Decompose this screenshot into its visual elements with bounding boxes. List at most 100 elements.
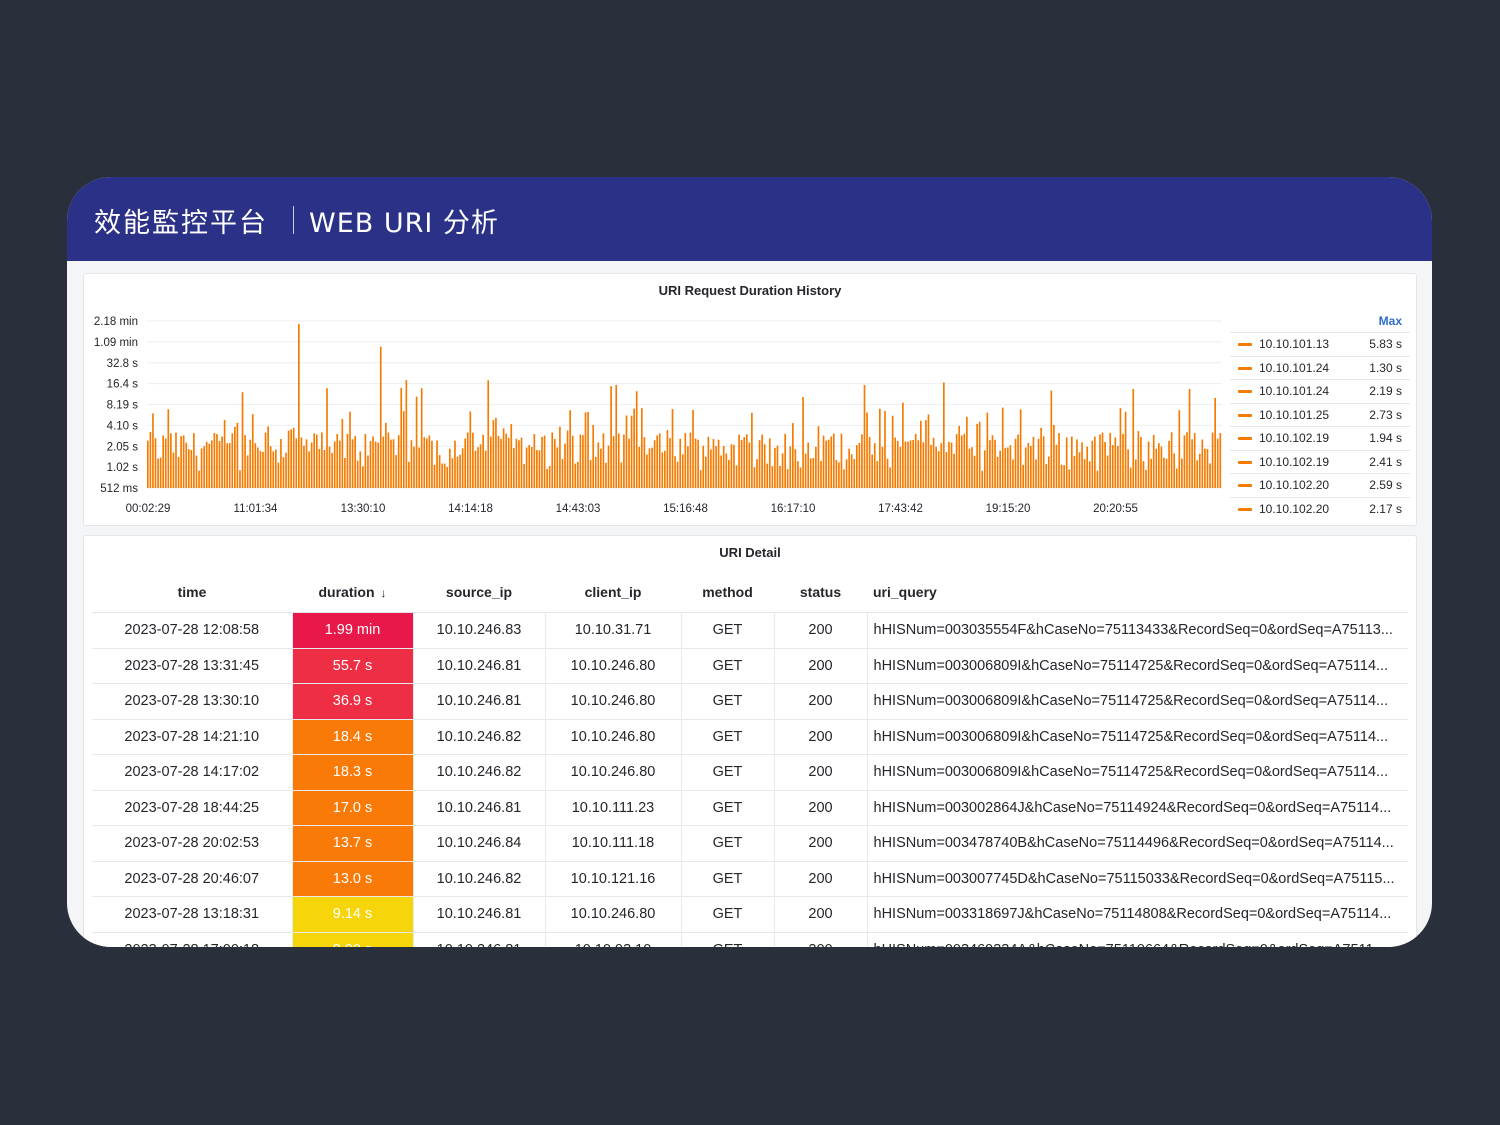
col-header-method[interactable]: method [681,572,774,613]
cell-duration: 8.90 s [292,932,414,947]
duration-bar [1206,449,1209,488]
legend-item[interactable]: 10.10.101.24 2.19 s [1230,379,1410,403]
duration-bar [318,449,321,488]
col-header-status[interactable]: status [774,572,867,613]
duration-bar [794,449,797,488]
cell-method: GET [681,825,775,862]
y-tick-label: 2.05 s [107,441,139,453]
duration-bar [625,415,628,488]
duration-bar [154,438,157,488]
col-header-duration[interactable]: duration ↓ [292,572,413,613]
col-header-time[interactable]: time [92,572,292,613]
duration-bar [1145,469,1147,488]
duration-bar [479,444,482,488]
duration-bar [387,432,390,488]
legend-item[interactable]: 10.10.101.13 5.83 s [1230,332,1410,356]
duration-bar [392,439,395,488]
duration-bar [692,409,694,488]
duration-bar [546,469,548,488]
duration-bar [564,443,566,488]
duration-bar [745,434,748,488]
duration-bar [1035,459,1037,488]
duration-bar [425,438,428,488]
duration-bar [722,445,725,488]
x-tick-label: 20:20:55 [1093,503,1138,515]
table-row[interactable]: 2023-07-28 13:18:31 9.14 s 10.10.246.81 10.… [92,896,1408,933]
duration-bar [694,438,697,488]
cell-status: 200 [774,861,868,897]
legend-max-header[interactable]: Max [1378,314,1402,328]
duration-bar [779,465,781,488]
duration-bar [840,433,843,488]
table-row[interactable]: 2023-07-28 17:00:188.90 s10.10.246.8110.… [92,932,1408,947]
col-header-uri-query[interactable]: uri_query [867,572,1408,613]
table-row[interactable]: 2023-07-28 20:02:53 13.7 s 10.10.246.84 10.… [92,825,1408,862]
duration-bar [866,412,868,488]
duration-bar [443,463,446,488]
cell-uri-query: hHISNum=003006809I&hCaseNo=75114725&Reco… [867,683,1408,720]
duration-bar [1004,447,1007,488]
duration-bar [152,413,154,488]
legend-item[interactable]: 10.10.102.19 1.94 s [1230,426,1410,450]
duration-bar [308,451,310,488]
legend-item-name: 10.10.101.24 [1259,360,1330,375]
duration-bar [338,440,341,488]
duration-bar [948,441,950,488]
duration-bar [400,387,403,488]
duration-bar [405,380,408,488]
duration-chart[interactable]: 512 ms 1.02 s 2.05 s 4.10 s 8.19 s 16.4 s 32.8… [84,274,1229,525]
table-row[interactable]: 2023-07-28 14:21:10 18.4 s 10.10.246.82 10.… [92,719,1408,755]
duration-bar [799,467,802,488]
duration-bar [776,445,779,488]
legend-item[interactable]: 10.10.101.24 1.30 s [1230,355,1410,380]
duration-bar [781,453,784,488]
duration-bar [1188,388,1191,488]
cell-time: 2023-07-28 20:46:07 [92,861,293,897]
col-header-source-ip[interactable]: source_ip [413,572,545,613]
duration-bar [1012,459,1014,488]
cell-source-ip: 10.10.246.83 [413,612,546,649]
duration-bar [1007,447,1009,488]
duration-bar [520,437,523,488]
cell-client-ip: 10.10.31.71 [545,612,682,649]
duration-bar [676,461,679,488]
col-header-client-ip[interactable]: client_ip [545,572,681,613]
duration-bar [456,456,459,488]
duration-bar [149,431,152,488]
duration-bar [728,460,730,488]
duration-bar [848,448,850,488]
duration-bar [262,451,264,488]
table-row[interactable]: 2023-07-28 20:46:07 13.0 s 10.10.246.82 10.… [92,861,1408,897]
table-row[interactable]: 2023-07-28 18:44:25 17.0 s 10.10.246.81 10.… [92,790,1408,826]
duration-bar [994,439,996,488]
duration-bar [382,436,385,488]
legend-item[interactable]: 10.10.102.19 2.41 s [1230,449,1410,474]
duration-bar [367,455,369,488]
table-row[interactable]: 2023-07-28 14:17:02 18.3 s 10.10.246.82 10.… [92,754,1408,791]
duration-bar [164,438,167,488]
table-row[interactable]: 2023-07-28 13:30:10 36.9 s 10.10.246.81 10.… [92,683,1408,720]
duration-bar [605,462,607,488]
duration-bar [487,380,490,488]
legend-item[interactable]: 10.10.102.20 2.17 s [1230,496,1410,521]
duration-bar [300,437,303,488]
duration-bar [615,384,618,488]
duration-bar [758,440,761,488]
duration-bar [157,458,159,488]
duration-bar [1050,390,1053,488]
duration-bar [374,441,377,488]
duration-bar [738,434,740,488]
legend-item[interactable]: 10.10.101.25 2.73 s [1230,402,1410,427]
duration-bar [991,435,994,488]
legend-item[interactable]: 10.10.102.20 2.59 s [1230,473,1410,497]
duration-bar [904,441,907,488]
duration-bar [408,461,410,488]
duration-bar [1088,461,1091,488]
table-row[interactable]: 2023-07-28 12:08:58 1.99 min 10.10.246.83 1… [92,612,1408,649]
duration-bar [607,445,610,488]
duration-bar [715,446,717,488]
duration-bar [1027,442,1030,488]
table-row[interactable]: 2023-07-28 13:31:45 55.7 s 10.10.246.81 10.… [92,648,1408,684]
duration-bar [559,426,561,488]
duration-bar [282,457,285,488]
